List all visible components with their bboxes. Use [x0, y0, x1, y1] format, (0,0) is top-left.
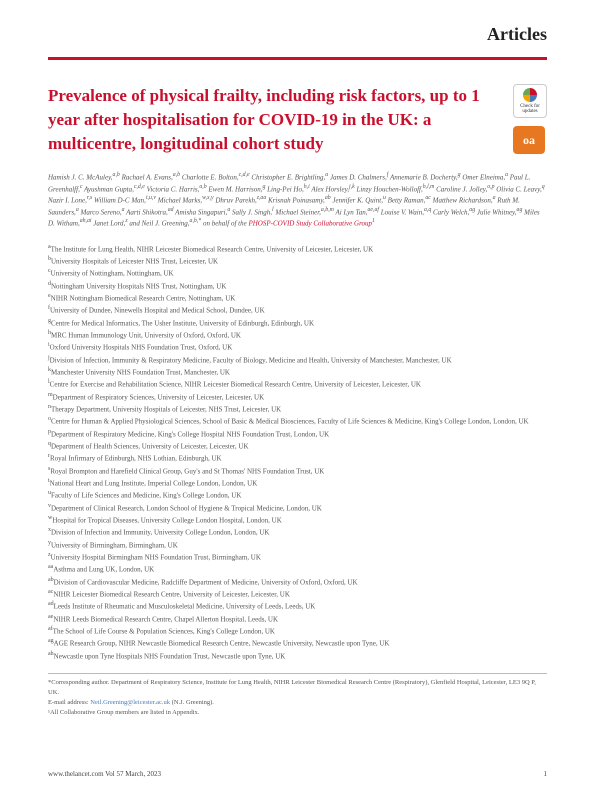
authors-list: Hamish J. C. McAuley,a,b Rachael A. Evan…: [48, 171, 547, 228]
affiliation-item: iOxford University Hospitals NHS Foundat…: [48, 341, 547, 353]
email-line: E-mail address: Neil.Greening@leicester.…: [48, 698, 547, 708]
affiliation-item: xDivision of Infection and Immunity, Uni…: [48, 526, 547, 538]
affiliation-item: ahNewcastle upon Tyne Hospitals NHS Foun…: [48, 650, 547, 662]
affiliation-item: dNottingham University Hospitals NHS Tru…: [48, 280, 547, 292]
footer-rule: [48, 673, 547, 674]
affiliation-item: cUniversity of Nottingham, Nottingham, U…: [48, 267, 547, 279]
affiliation-item: aaAsthma and Lung UK, London, UK: [48, 563, 547, 575]
affiliation-item: adLeeds Institute of Rheumatic and Muscu…: [48, 600, 547, 612]
affiliation-item: vDepartment of Clinical Research, London…: [48, 502, 547, 514]
affiliation-item: rRoyal Infirmary of Edinburgh, NHS Lothi…: [48, 452, 547, 464]
affiliation-item: lCentre for Exercise and Rehabilitation …: [48, 378, 547, 390]
journal-ref: www.thelancet.com Vol 57 March, 2023: [48, 770, 161, 778]
affiliation-item: agAGE Research Group, NIHR Newcastle Bio…: [48, 637, 547, 649]
email-label: E-mail address:: [48, 699, 89, 706]
affiliation-item: gCentre for Medical Informatics, The Ush…: [48, 317, 547, 329]
page-number: 1: [544, 770, 548, 778]
affiliations-list: aThe Institute for Lung Health, NIHR Lei…: [48, 243, 547, 662]
email-name: (N.J. Greening).: [172, 699, 214, 706]
affiliation-item: uFaculty of Life Sciences and Medicine, …: [48, 489, 547, 501]
affiliation-item: acNIHR Leicester Biomedical Research Cen…: [48, 588, 547, 600]
affiliation-item: mDepartment of Respiratory Sciences, Uni…: [48, 391, 547, 403]
affiliation-item: oCentre for Human & Applied Physiologica…: [48, 415, 547, 427]
affiliation-item: afThe School of Life Course & Population…: [48, 625, 547, 637]
affiliation-item: bUniversity Hospitals of Leicester NHS T…: [48, 255, 547, 267]
affiliation-item: qDepartment of Health Sciences, Universi…: [48, 440, 547, 452]
affiliation-item: aeNIHR Leeds Biomedical Research Centre,…: [48, 613, 547, 625]
affiliation-item: eNIHR Nottingham Biomedical Research Cen…: [48, 292, 547, 304]
crossmark-icon: [523, 88, 537, 102]
affiliation-item: kManchester University NHS Foundation Tr…: [48, 366, 547, 378]
affiliation-item: tNational Heart and Lung Institute, Impe…: [48, 477, 547, 489]
affiliation-item: hMRC Human Immunology Unit, University o…: [48, 329, 547, 341]
affiliation-item: aThe Institute for Lung Health, NIHR Lei…: [48, 243, 547, 255]
footer-block: *Corresponding author. Department of Res…: [0, 678, 595, 717]
article-title: Prevalence of physical frailty, includin…: [48, 84, 501, 155]
section-label: Articles: [487, 24, 547, 44]
affiliation-item: nTherapy Department, University Hospital…: [48, 403, 547, 415]
accent-rule: [48, 57, 547, 60]
collab-note: ¹All Collaborative Group members are lis…: [48, 708, 547, 718]
affiliation-item: fUniversity of Dundee, Ninewells Hospita…: [48, 304, 547, 316]
oa-label: oa: [523, 133, 535, 148]
affiliation-item: jDivision of Infection, Immunity & Respi…: [48, 354, 547, 366]
affiliation-item: yUniversity of Birmingham, Birmingham, U…: [48, 539, 547, 551]
check-updates-label: Check for updates: [514, 104, 546, 115]
affiliation-item: abDivision of Cardiovascular Medicine, R…: [48, 576, 547, 588]
email-link[interactable]: Neil.Greening@leicester.ac.uk: [90, 699, 170, 706]
affiliation-item: wHospital for Tropical Diseases, Univers…: [48, 514, 547, 526]
check-updates-badge[interactable]: Check for updates: [513, 84, 547, 118]
affiliation-item: pDepartment of Respiratory Medicine, Kin…: [48, 428, 547, 440]
open-access-badge: oa: [513, 126, 545, 154]
affiliation-item: zUniversity Hospital Birmingham NHS Foun…: [48, 551, 547, 563]
corresponding-author: *Corresponding author. Department of Res…: [48, 678, 547, 698]
affiliation-item: sRoyal Brompton and Harefield Clinical G…: [48, 465, 547, 477]
